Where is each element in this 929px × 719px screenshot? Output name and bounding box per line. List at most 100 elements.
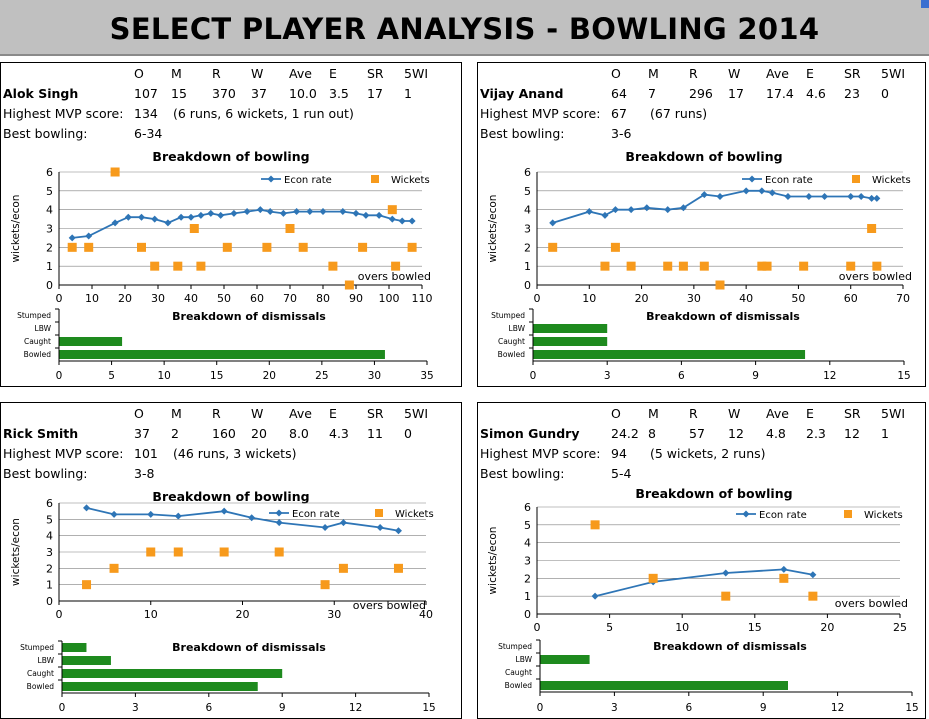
stat-header-5wi: 5WI: [881, 406, 905, 421]
title-bar: SELECT PLAYER ANALYSIS - BOWLING 2014: [0, 0, 929, 56]
y-tick-label: 4: [524, 537, 531, 550]
econ-rate-line: [552, 189, 877, 224]
dismissal-bar-stumped: [62, 643, 87, 652]
econ-rate-point: [716, 192, 724, 200]
player-panel-alok-singh: O M R W Ave E SR 5WI Alok Singh 107 15 370 37 10.0 3.5…: [0, 62, 462, 387]
bowling-chart-title: Breakdown of bowling: [152, 489, 309, 504]
stat-header-m: M: [171, 406, 182, 421]
econ-rate-point: [319, 208, 327, 216]
econ-rate-point: [321, 524, 329, 531]
econ-rate-point: [679, 204, 687, 212]
y-tick-label: 1: [46, 579, 53, 592]
bowling-chart-title: Breakdown of bowling: [152, 149, 309, 164]
dismissals-chart-title: Breakdown of dismissals: [653, 640, 807, 653]
econ-rate-point: [124, 213, 132, 221]
econ-rate-point: [700, 191, 708, 199]
dismissals-chart-title: Breakdown of dismissals: [172, 641, 326, 654]
wickets-point: [407, 242, 417, 252]
stat-value-m: 15: [171, 86, 187, 101]
x-tick-label: 70: [896, 292, 910, 305]
dismissal-bar-bowled: [533, 350, 806, 359]
best-label: Best bowling:: [480, 466, 565, 481]
legend-wickets-label: Wickets: [872, 175, 911, 186]
mvp-score: 101: [134, 446, 158, 461]
stat-header-sr: SR: [367, 66, 384, 81]
y-axis-label: wickets/econ: [10, 195, 22, 263]
dismissal-category-label: Caught: [505, 668, 532, 677]
wickets-point: [626, 261, 636, 271]
legend-wickets-marker: [844, 510, 852, 518]
y-tick-label: 2: [46, 562, 53, 575]
y-tick-label: 4: [46, 530, 53, 543]
econ-rate-point: [742, 187, 750, 195]
dismissal-category-label: Stumped: [491, 311, 525, 320]
y-tick-label: 6: [524, 166, 531, 179]
bars-x-tick-label: 0: [59, 702, 66, 714]
stat-header-w: W: [251, 66, 264, 81]
player-panel-vijay-anand: O M R W Ave E SR 5WI Vijay Anand 64 7 296 17 17.4 4.6 2…: [477, 62, 926, 387]
wickets-point: [109, 563, 119, 573]
econ-rate-point: [591, 592, 599, 600]
y-tick-label: 0: [524, 608, 531, 621]
bars-x-tick-label: 9: [279, 702, 286, 714]
econ-rate-point: [266, 208, 274, 216]
dismissal-bar-bowled: [540, 681, 788, 690]
player-name: Alok Singh: [3, 86, 79, 101]
econ-rate-point: [293, 208, 301, 216]
stat-header-o: O: [611, 66, 621, 81]
dismissals-chart-title: Breakdown of dismissals: [172, 310, 326, 323]
y-tick-label: 1: [524, 590, 531, 603]
y-tick-label: 3: [46, 223, 53, 236]
wickets-point: [222, 242, 232, 252]
mvp-note: (5 wickets, 2 runs): [650, 446, 766, 461]
dismissal-category-label: Bowled: [505, 681, 533, 690]
mvp-score: 94: [611, 446, 627, 461]
bars-x-tick-label: 6: [685, 702, 692, 714]
y-tick-label: 1: [524, 260, 531, 273]
wickets-point: [799, 261, 809, 271]
stat-header-ave: Ave: [289, 66, 312, 81]
legend-wickets-marker: [371, 175, 379, 183]
wickets-point: [110, 167, 120, 177]
wickets-point: [189, 224, 199, 233]
stat-header-w: W: [728, 66, 741, 81]
x-tick-label: 25: [893, 621, 907, 634]
y-axis-label: wickets/econ: [10, 518, 22, 586]
wickets-point: [867, 224, 877, 233]
legend-econ-label: Econ rate: [765, 175, 813, 186]
wickets-point: [779, 573, 789, 583]
y-tick-label: 5: [46, 185, 53, 198]
best-value: 6-34: [134, 126, 163, 141]
stat-header-e: E: [329, 66, 337, 81]
x-tick-label: 40: [184, 292, 198, 305]
mvp-note: (6 runs, 6 wickets, 1 run out): [173, 106, 354, 121]
econ-rate-point: [857, 192, 865, 200]
econ-rate-point: [83, 504, 91, 512]
wickets-point: [678, 261, 688, 271]
wickets-point: [808, 591, 818, 601]
dismissal-bar-caught: [62, 669, 283, 678]
dismissal-bar-caught: [533, 337, 608, 346]
wickets-point: [393, 563, 403, 573]
wickets-point: [173, 547, 183, 557]
mvp-label: Highest MVP score:: [3, 106, 124, 121]
legend-wickets-label: Wickets: [391, 175, 430, 186]
stat-value-sr: 12: [844, 426, 860, 441]
econ-rate-point: [388, 215, 396, 223]
econ-rate-point: [138, 213, 145, 221]
stat-header-o: O: [134, 406, 144, 421]
bars-x-tick-label: 12: [823, 370, 836, 382]
stat-value-o: 37: [134, 426, 150, 441]
econ-rate-point: [243, 208, 251, 216]
stat-header-w: W: [251, 406, 264, 421]
dismissal-category-label: LBW: [516, 655, 533, 664]
y-tick-label: 0: [46, 595, 53, 608]
stat-value-sr: 23: [844, 86, 860, 101]
stat-value-r: 57: [689, 426, 705, 441]
mvp-score: 134: [134, 106, 158, 121]
dismissal-category-label: Caught: [498, 337, 525, 346]
stat-value-e: 4.6: [806, 86, 826, 101]
y-tick-label: 2: [46, 241, 53, 254]
dismissal-bar-lbw: [62, 656, 111, 665]
